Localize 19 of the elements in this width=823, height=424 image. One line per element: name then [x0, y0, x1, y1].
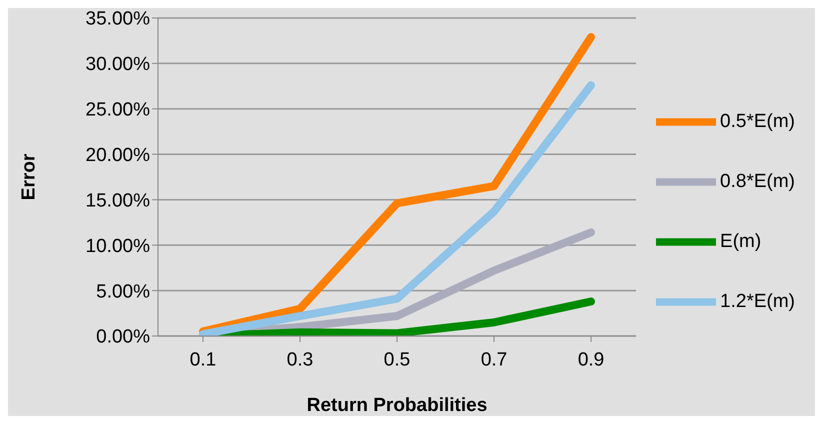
legend-label: E(m): [720, 231, 762, 252]
x-tick-label: 0.9: [578, 349, 604, 370]
legend-label: 0.8*E(m): [720, 171, 795, 192]
legend-label: 1.2*E(m): [720, 291, 795, 312]
x-tick-label: 0.3: [286, 349, 314, 370]
y-tick-label: 25.00%: [86, 100, 150, 121]
x-axis-title: Return Probabilities: [306, 395, 488, 416]
y-tick-label: 10.00%: [86, 236, 150, 257]
y-axis-title: Error: [18, 153, 40, 200]
y-tick-label: 15.00%: [86, 190, 150, 212]
legend-label: 0.5*E(m): [720, 111, 795, 132]
x-tick-label: 0.1: [190, 349, 216, 370]
y-tick-label: 35.00%: [86, 8, 150, 30]
x-tick-label: 0.5: [384, 349, 410, 370]
x-tick-label: 0.7: [480, 349, 508, 370]
y-tick-label: 30.00%: [86, 54, 150, 76]
y-tick-label: 20.00%: [86, 145, 150, 166]
y-tick-label: 0.00%: [96, 326, 150, 348]
y-tick-label: 5.00%: [96, 281, 150, 302]
